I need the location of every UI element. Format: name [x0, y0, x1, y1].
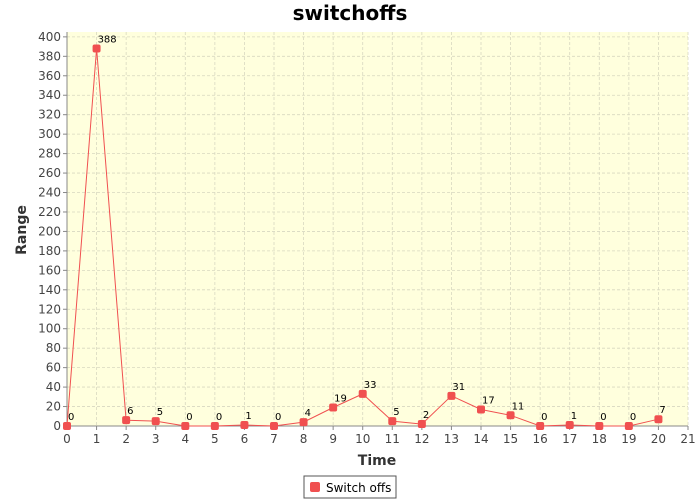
data-point[interactable] [299, 418, 308, 427]
data-label: 5 [157, 407, 163, 418]
y-tick-label: 80 [46, 341, 61, 355]
x-tick-label: 0 [63, 432, 71, 446]
data-point[interactable] [506, 411, 515, 420]
y-tick-label: 360 [38, 69, 61, 83]
y-tick-label: 60 [46, 361, 61, 375]
y-tick-label: 260 [38, 166, 61, 180]
data-label: 33 [364, 380, 377, 391]
chart-title: switchoffs [293, 1, 408, 25]
data-label: 4 [305, 408, 311, 419]
x-tick-label: 14 [473, 432, 488, 446]
x-tick-label: 13 [444, 432, 459, 446]
legend[interactable]: Switch offs [303, 475, 397, 499]
data-label: 11 [512, 401, 525, 412]
y-tick-label: 280 [38, 147, 61, 161]
data-point[interactable] [92, 44, 101, 53]
data-point[interactable] [329, 403, 338, 412]
x-tick-label: 12 [414, 432, 429, 446]
data-label: 1 [245, 411, 251, 422]
data-label: 7 [659, 405, 665, 416]
x-tick-label: 8 [300, 432, 308, 446]
x-tick-label: 16 [533, 432, 548, 446]
legend-label: Switch offs [326, 481, 391, 495]
x-axis-label: Time [358, 453, 396, 469]
data-label: 19 [334, 394, 347, 405]
data-point[interactable] [270, 422, 278, 430]
data-point[interactable] [63, 422, 71, 430]
y-axis-label: Range [14, 205, 30, 255]
y-tick-label: 320 [38, 108, 61, 122]
data-label: 0 [216, 412, 222, 423]
legend-box [303, 475, 397, 499]
y-axis-ticks: 0 20 40 60 80 100 120 140 160 180 200 220 240 260 280 3… [38, 30, 67, 433]
x-tick-label: 19 [621, 432, 636, 446]
data-point[interactable] [565, 421, 574, 430]
x-tick-label: 11 [385, 432, 400, 446]
x-tick-label: 6 [241, 432, 249, 446]
x-tick-label: 21 [680, 432, 695, 446]
y-tick-label: 380 [38, 49, 61, 63]
x-tick-label: 5 [211, 432, 219, 446]
data-label: 0 [600, 412, 606, 423]
y-tick-label: 400 [38, 30, 61, 44]
y-tick-label: 200 [38, 224, 61, 238]
data-label: 0 [275, 412, 281, 423]
data-label: 17 [482, 395, 495, 406]
x-tick-label: 7 [270, 432, 278, 446]
x-tick-label: 17 [562, 432, 577, 446]
x-tick-label: 9 [329, 432, 337, 446]
x-tick-label: 4 [181, 432, 189, 446]
y-tick-label: 300 [38, 127, 61, 141]
x-axis-ticks: 0 1 2 3 4 5 6 7 8 9 10 11 12 13 14 15 16 17 18 19 20 21 [63, 426, 696, 446]
data-label: 31 [452, 382, 465, 393]
y-tick-label: 100 [38, 322, 61, 336]
data-point[interactable] [654, 415, 663, 424]
data-label: 0 [630, 412, 636, 423]
data-point[interactable] [388, 417, 397, 426]
data-label: 388 [98, 35, 117, 46]
data-point[interactable] [417, 420, 426, 429]
plot-area [67, 32, 688, 426]
data-point[interactable] [447, 391, 456, 400]
y-tick-label: 220 [38, 205, 61, 219]
y-tick-label: 20 [46, 400, 61, 414]
data-point[interactable] [536, 422, 545, 430]
data-label: 1 [571, 411, 577, 422]
data-point[interactable] [210, 422, 219, 430]
data-label: 5 [393, 407, 399, 418]
series-group: 0 388 6 5 0 0 1 0 4 19 33 5 2 31 17 11 0 1 0 0 7 [63, 35, 666, 430]
x-tick-label: 1 [93, 432, 101, 446]
y-tick-label: 180 [38, 244, 61, 258]
data-point[interactable] [477, 405, 485, 414]
y-tick-label: 120 [38, 302, 61, 316]
x-tick-label: 18 [592, 432, 607, 446]
data-point[interactable] [151, 417, 160, 426]
data-label: 0 [68, 412, 74, 423]
x-tick-label: 3 [152, 432, 160, 446]
data-point[interactable] [240, 421, 249, 430]
y-tick-label: 0 [53, 419, 61, 433]
data-point[interactable] [122, 416, 131, 425]
y-tick-label: 160 [38, 263, 61, 277]
grid [66, 32, 689, 427]
data-point[interactable] [358, 389, 367, 398]
y-tick-label: 340 [38, 88, 61, 102]
data-label: 0 [541, 412, 547, 423]
x-tick-label: 15 [503, 432, 518, 446]
data-point[interactable] [595, 422, 604, 430]
y-tick-label: 140 [38, 283, 61, 297]
data-label: 2 [423, 410, 429, 421]
data-label: 6 [127, 406, 133, 417]
x-tick-label: 2 [122, 432, 130, 446]
legend-swatch [310, 482, 320, 492]
data-point[interactable] [181, 422, 190, 430]
y-tick-label: 40 [46, 380, 61, 394]
x-tick-label: 10 [355, 432, 370, 446]
x-tick-label: 20 [651, 432, 666, 446]
y-tick-label: 240 [38, 186, 61, 200]
data-point[interactable] [624, 422, 633, 430]
data-label: 0 [186, 412, 192, 423]
